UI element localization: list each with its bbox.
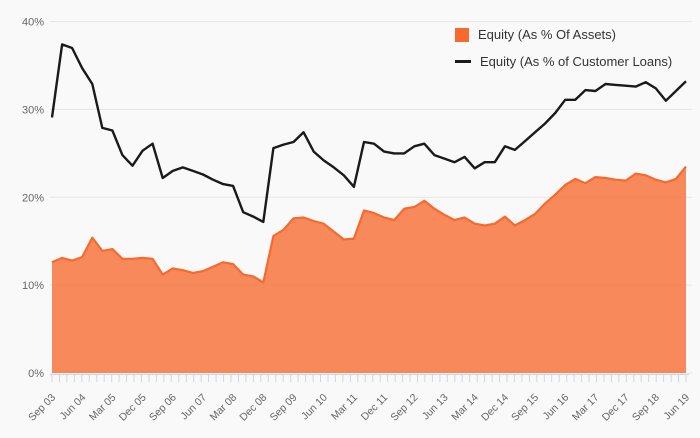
x-axis-ticks — [50, 374, 689, 382]
legend-label-equity-assets: Equity (As % Of Assets) — [478, 27, 616, 42]
y-axis-labels: 0% 10% 20% 30% 40% — [22, 17, 44, 380]
svg-text:Jun 19: Jun 19 — [661, 392, 692, 423]
svg-text:0%: 0% — [28, 368, 44, 380]
svg-text:Mar 08: Mar 08 — [208, 392, 240, 424]
chart-legend: Equity (As % Of Assets) Equity (As % of … — [455, 24, 672, 72]
svg-text:Mar 05: Mar 05 — [87, 392, 119, 424]
svg-text:10%: 10% — [22, 280, 44, 292]
svg-text:30%: 30% — [22, 104, 44, 116]
svg-text:Dec 11: Dec 11 — [359, 392, 391, 424]
svg-text:Mar 11: Mar 11 — [329, 392, 360, 423]
svg-text:Dec 05: Dec 05 — [117, 392, 149, 424]
svg-text:Sep 06: Sep 06 — [147, 392, 179, 424]
assets-area-outline — [51, 165, 687, 284]
svg-text:Sep 18: Sep 18 — [630, 392, 662, 424]
svg-text:Dec 14: Dec 14 — [479, 392, 511, 424]
legend-swatch-line-icon — [455, 60, 471, 63]
svg-text:Dec 17: Dec 17 — [600, 392, 632, 424]
legend-swatch-area-icon — [455, 27, 469, 42]
svg-text:Sep 12: Sep 12 — [388, 392, 420, 424]
svg-text:Jun 13: Jun 13 — [420, 392, 451, 423]
svg-text:20%: 20% — [22, 192, 44, 204]
svg-text:Jun 04: Jun 04 — [58, 392, 89, 423]
svg-text:Sep 15: Sep 15 — [509, 392, 541, 424]
svg-text:Jun 07: Jun 07 — [178, 392, 209, 423]
svg-text:Mar 14: Mar 14 — [449, 392, 481, 424]
svg-text:Jun 10: Jun 10 — [299, 392, 330, 423]
loans-line-series[interactable] — [50, 43, 687, 224]
svg-text:Dec 08: Dec 08 — [237, 392, 269, 424]
assets-area-series[interactable] — [52, 166, 686, 373]
svg-text:40%: 40% — [22, 17, 44, 29]
svg-text:Sep 09: Sep 09 — [268, 392, 300, 424]
svg-text:Mar 17: Mar 17 — [570, 392, 602, 424]
svg-text:Sep 03: Sep 03 — [26, 392, 58, 424]
legend-item-equity-loans[interactable]: Equity (As % of Customer Loans) — [455, 51, 672, 72]
legend-item-equity-assets[interactable]: Equity (As % Of Assets) — [455, 24, 672, 45]
legend-label-equity-loans: Equity (As % of Customer Loans) — [480, 54, 673, 69]
svg-text:Jun 16: Jun 16 — [541, 392, 572, 423]
